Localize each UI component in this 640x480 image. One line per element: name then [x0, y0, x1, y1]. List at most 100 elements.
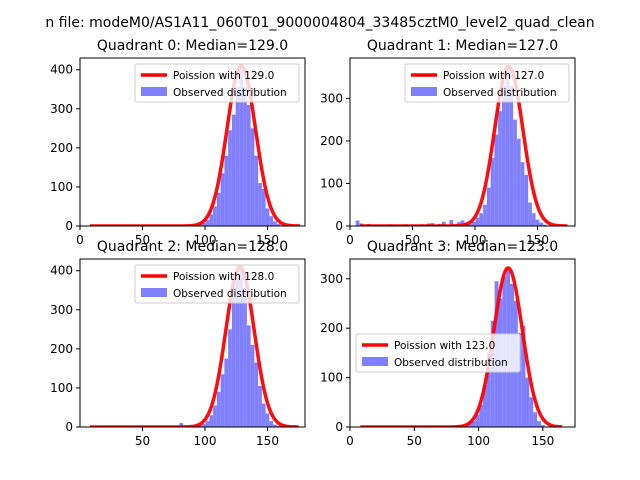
- y-tick-label: 100: [320, 176, 343, 190]
- axes-frame: [349, 57, 576, 227]
- x-tick-label: 50: [405, 233, 420, 247]
- histogram-bar: [505, 66, 510, 226]
- histogram-bar: [231, 298, 236, 427]
- histogram-bar: [254, 362, 259, 427]
- histogram-bar: [209, 214, 214, 226]
- y-tick-label: 300: [50, 102, 73, 116]
- legend-label-observed: Observed distribution: [394, 357, 508, 369]
- x-tick-label: 50: [407, 434, 422, 448]
- y-tick-label: 300: [50, 303, 73, 317]
- y-tick-label: 0: [335, 420, 343, 434]
- histogram-bar: [269, 216, 274, 226]
- legend: Poission with 128.0 Observed distribution: [134, 264, 300, 304]
- histogram-bar: [513, 119, 517, 226]
- axes-frame: [349, 258, 576, 428]
- legend-box: [134, 63, 300, 103]
- histogram-bar: [209, 415, 214, 427]
- legend-label-observed: Observed distribution: [173, 87, 287, 99]
- histogram-bar: [449, 220, 454, 226]
- histogram-bar: [540, 425, 545, 427]
- legend-swatch-observed: [411, 87, 437, 96]
- histogram-bar: [490, 157, 495, 226]
- histogram-bar: [246, 104, 251, 226]
- legend-label-observed: Observed distribution: [443, 87, 557, 99]
- y-tick-label: 300: [320, 272, 343, 286]
- poisson-curve: [88, 265, 300, 427]
- histogram-bar: [250, 128, 255, 226]
- histogram-bar: [239, 65, 244, 226]
- y-tick-label: 100: [320, 371, 343, 385]
- y-tick-label: 0: [65, 219, 73, 233]
- histogram-bar: [201, 423, 206, 427]
- histogram-bar: [231, 114, 236, 226]
- histogram-bar: [276, 224, 281, 226]
- histogram-bar: [265, 208, 270, 226]
- histogram-bar: [535, 219, 540, 226]
- histogram-bar: [539, 222, 544, 226]
- histogram-bar: [216, 192, 221, 226]
- legend-box: [404, 63, 570, 103]
- histogram-bar: [531, 213, 536, 226]
- plot-area: [355, 64, 569, 226]
- histogram-bar: [355, 220, 360, 226]
- histogram-bar: [179, 423, 184, 427]
- y-tick-label: 400: [50, 264, 73, 278]
- x-tick-label: 100: [194, 434, 217, 448]
- histogram-bar: [498, 111, 502, 226]
- histogram-bar: [213, 405, 217, 427]
- histogram-bar: [501, 85, 506, 226]
- histogram-bar: [205, 220, 210, 226]
- histogram-bar: [475, 217, 480, 226]
- y-tick-label: 100: [50, 381, 73, 395]
- histogram-bar: [516, 138, 521, 226]
- legend-label-poisson: Poission with 127.0: [443, 70, 544, 82]
- subplot-title: Quadrant 1: Median=127.0: [367, 38, 558, 54]
- histogram-bar: [276, 425, 281, 427]
- y-tick-label: 200: [320, 134, 343, 148]
- histogram-bar: [258, 385, 262, 427]
- legend-box: [355, 333, 521, 373]
- histogram-bar: [224, 358, 229, 427]
- histogram-bar: [525, 377, 530, 427]
- figure-suptitle: n file: modeM0/AS1A11_060T01_9000004804_…: [45, 15, 594, 31]
- histogram-bar: [235, 87, 240, 226]
- histogram-bar: [475, 414, 480, 427]
- histogram-bar: [524, 174, 529, 226]
- histogram-bar: [528, 202, 532, 226]
- subplot-quadrant-0: Quadrant 0: Median=129.0 0 50 100 150 0 100 200…: [50, 38, 306, 247]
- histogram-bar: [213, 206, 217, 226]
- histogram-bar: [235, 278, 240, 427]
- y-tick-label: 0: [65, 420, 73, 434]
- legend: Poission with 123.0 Observed distribution: [355, 333, 521, 373]
- axes-frame: [79, 258, 306, 428]
- legend-label-observed: Observed distribution: [173, 288, 287, 300]
- subplot-title: Quadrant 2: Median=128.0: [97, 239, 288, 255]
- histogram-bar: [441, 221, 446, 226]
- subplot-title: Quadrant 3: Median=123.0: [367, 239, 558, 255]
- x-tick-label: 150: [531, 434, 554, 448]
- x-tick-label: 150: [256, 233, 279, 247]
- histogram-bar: [205, 421, 210, 427]
- histogram-bar: [521, 325, 526, 427]
- legend-label-poisson: Poission with 123.0: [394, 340, 495, 352]
- x-tick-label: 0: [346, 233, 354, 247]
- histogram-bar: [517, 333, 522, 427]
- legend: Poission with 127.0 Observed distribution: [404, 63, 570, 103]
- histogram-bar: [468, 223, 472, 226]
- y-tick-label: 200: [320, 321, 343, 335]
- y-tick-label: 100: [50, 180, 73, 194]
- histogram-bar: [261, 403, 266, 427]
- legend-box: [134, 264, 300, 304]
- histogram-bar: [479, 404, 484, 427]
- histogram-bar: [239, 268, 244, 427]
- histogram-bar: [486, 187, 491, 226]
- x-tick-label: 100: [467, 434, 490, 448]
- histogram-bar: [529, 397, 534, 427]
- histogram-bar: [254, 155, 259, 226]
- histogram-bar: [509, 85, 514, 226]
- histogram-bar: [490, 320, 495, 427]
- histogram-bar: [460, 220, 465, 226]
- histogram-bar: [243, 290, 247, 427]
- plot-area: [88, 265, 300, 427]
- y-tick-label: 200: [50, 342, 73, 356]
